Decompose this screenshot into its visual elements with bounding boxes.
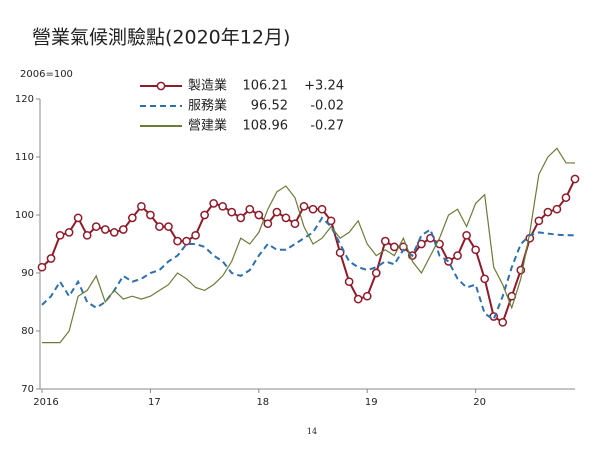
data-point (317, 204, 327, 214)
data-point (37, 262, 47, 272)
data-point (453, 251, 462, 260)
page-number: 14 (307, 427, 317, 436)
y-tick-label: 120 (15, 94, 34, 105)
series-line (42, 147, 576, 344)
data-point (471, 245, 480, 255)
data-point (218, 201, 228, 211)
data-point (543, 207, 553, 217)
data-point (82, 230, 92, 240)
legend-change: -0.27 (310, 119, 344, 134)
data-point (344, 277, 354, 287)
data-point (254, 210, 264, 220)
data-point (570, 174, 580, 184)
y-tick-label: 110 (15, 152, 34, 163)
data-point (498, 317, 508, 327)
data-point (46, 254, 56, 263)
data-point (118, 225, 128, 234)
legend-label: 營建業 (188, 118, 227, 134)
data-point (389, 242, 399, 252)
legend-value: 96.52 (251, 99, 288, 114)
data-point (64, 228, 74, 237)
data-point (362, 291, 372, 301)
data-point (462, 230, 471, 240)
data-point (281, 213, 291, 223)
data-point (534, 216, 544, 226)
y-axis-label: 2006=100 (20, 69, 73, 80)
x-tick-label: 19 (365, 397, 378, 408)
y-tick-label: 80 (21, 326, 34, 337)
y-tick-label: 100 (15, 210, 34, 221)
data-point (263, 219, 273, 229)
data-point (299, 201, 309, 211)
data-point (55, 230, 65, 240)
data-point (164, 222, 173, 231)
data-point (417, 239, 426, 249)
data-point (480, 274, 490, 284)
y-tick-label: 70 (21, 384, 34, 395)
data-point (109, 228, 119, 237)
series-line (41, 178, 576, 324)
legend-marker (156, 81, 166, 91)
data-point (182, 236, 191, 246)
data-point (137, 201, 146, 211)
data-point (380, 236, 390, 246)
data-point (371, 268, 381, 278)
x-tick-label: 2016 (33, 397, 58, 408)
data-point (73, 213, 83, 223)
chart-title: 營業氣候測驗點(2020年12月) (32, 27, 290, 49)
data-point (353, 294, 363, 304)
legend-value: 106.21 (243, 79, 289, 94)
legend-change: -0.02 (310, 99, 344, 114)
data-point (155, 222, 164, 231)
x-tick-label: 17 (148, 397, 161, 408)
data-point (335, 248, 345, 258)
x-tick-label: 18 (256, 397, 269, 408)
data-point (200, 210, 209, 220)
data-point (227, 207, 237, 217)
data-point (146, 210, 155, 220)
legend-change: +3.24 (304, 79, 344, 94)
data-point (91, 222, 101, 231)
data-point (173, 236, 182, 246)
legend-label: 製造業 (188, 78, 227, 94)
data-point (191, 230, 200, 240)
legend-value: 108.96 (243, 119, 289, 134)
data-point (236, 213, 246, 223)
data-point (245, 204, 255, 214)
data-point (552, 204, 562, 214)
legend-label: 服務業 (188, 98, 227, 114)
data-point (308, 204, 318, 214)
data-point (326, 216, 336, 226)
data-point (272, 207, 282, 217)
data-point (290, 219, 300, 229)
data-point (209, 199, 218, 208)
data-point (561, 193, 571, 202)
data-point (127, 213, 137, 223)
y-tick-label: 90 (21, 268, 34, 279)
data-point (100, 225, 110, 234)
x-tick-label: 20 (473, 397, 486, 408)
